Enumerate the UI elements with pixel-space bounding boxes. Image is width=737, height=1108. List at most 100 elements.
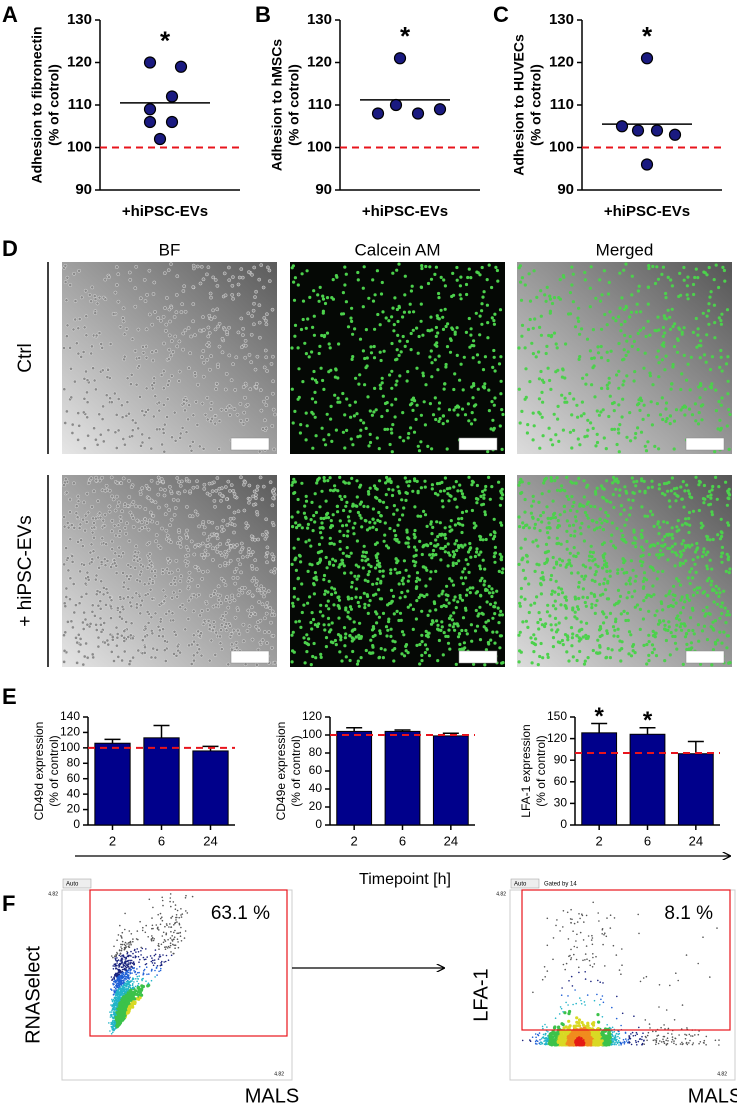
event (120, 943, 122, 946)
cell (394, 557, 398, 561)
cell (589, 591, 593, 595)
cell (178, 605, 183, 610)
cell (92, 489, 96, 494)
cell (354, 504, 358, 508)
cell (358, 485, 362, 489)
cell (694, 570, 698, 575)
cell (116, 299, 121, 304)
cell (709, 290, 713, 294)
cell (460, 407, 465, 411)
cell (600, 386, 604, 390)
cell (646, 413, 651, 417)
cell (269, 362, 274, 366)
cell (385, 409, 389, 413)
cell (582, 479, 586, 483)
cell (617, 369, 621, 373)
cell (704, 612, 708, 616)
cell (539, 592, 544, 596)
cell (296, 597, 300, 601)
cell (675, 623, 679, 627)
cell (195, 650, 200, 655)
cell (602, 621, 606, 625)
cell (418, 578, 422, 582)
cell (348, 634, 352, 638)
cell (364, 328, 368, 332)
cell (714, 409, 719, 413)
cell (120, 633, 124, 638)
cell (162, 422, 167, 427)
cell (127, 411, 131, 416)
cell (668, 414, 673, 418)
cell (679, 387, 683, 392)
cell (117, 534, 122, 538)
cell (531, 494, 535, 498)
cell (329, 368, 333, 372)
cell (413, 505, 417, 509)
cell (425, 593, 429, 597)
event (128, 930, 131, 932)
cell (397, 582, 401, 586)
cell (486, 336, 490, 340)
cell (320, 426, 324, 430)
cell (113, 508, 118, 513)
cell (442, 603, 446, 608)
cell (209, 317, 214, 321)
cell (554, 579, 558, 583)
cell (323, 301, 328, 306)
cell (75, 661, 79, 665)
cell (620, 567, 624, 571)
cell (201, 277, 206, 282)
cell (420, 609, 424, 613)
cell (535, 595, 539, 599)
cell (415, 576, 419, 580)
cell (254, 579, 259, 584)
cell (485, 628, 489, 632)
cell (672, 447, 676, 451)
cell (617, 403, 621, 407)
cell (105, 559, 110, 563)
cell (629, 654, 634, 658)
cell (477, 553, 481, 557)
cell (714, 591, 719, 595)
cell (85, 570, 90, 575)
cell (119, 519, 123, 523)
cell (444, 634, 448, 639)
error-bar (591, 722, 608, 733)
cell (333, 375, 337, 379)
cell (647, 593, 651, 597)
cell (587, 525, 591, 529)
cell (554, 607, 558, 611)
cell (348, 617, 352, 621)
cell (605, 479, 609, 483)
cell (631, 644, 635, 649)
cell (218, 542, 222, 546)
cell (673, 641, 678, 645)
cell (371, 299, 376, 303)
cell (362, 265, 366, 269)
cell (336, 489, 340, 493)
cell (453, 595, 457, 599)
cell (265, 560, 269, 565)
event (117, 971, 120, 974)
data-point (668, 128, 682, 141)
cell (403, 293, 407, 297)
cell (313, 415, 317, 419)
cell (576, 607, 581, 611)
cell (398, 374, 402, 378)
cell (668, 546, 672, 551)
cell (445, 598, 449, 602)
y-tick-label: 30 (554, 796, 568, 810)
cell (483, 382, 487, 386)
cell (493, 601, 497, 605)
cell (326, 599, 330, 603)
cell (612, 475, 616, 480)
cell (192, 593, 196, 598)
cell (454, 606, 458, 610)
cell (428, 402, 432, 406)
cell (433, 343, 437, 347)
cell (366, 579, 370, 584)
cell (680, 497, 684, 501)
cell (680, 552, 684, 557)
cell (371, 507, 375, 511)
cell (455, 505, 459, 509)
